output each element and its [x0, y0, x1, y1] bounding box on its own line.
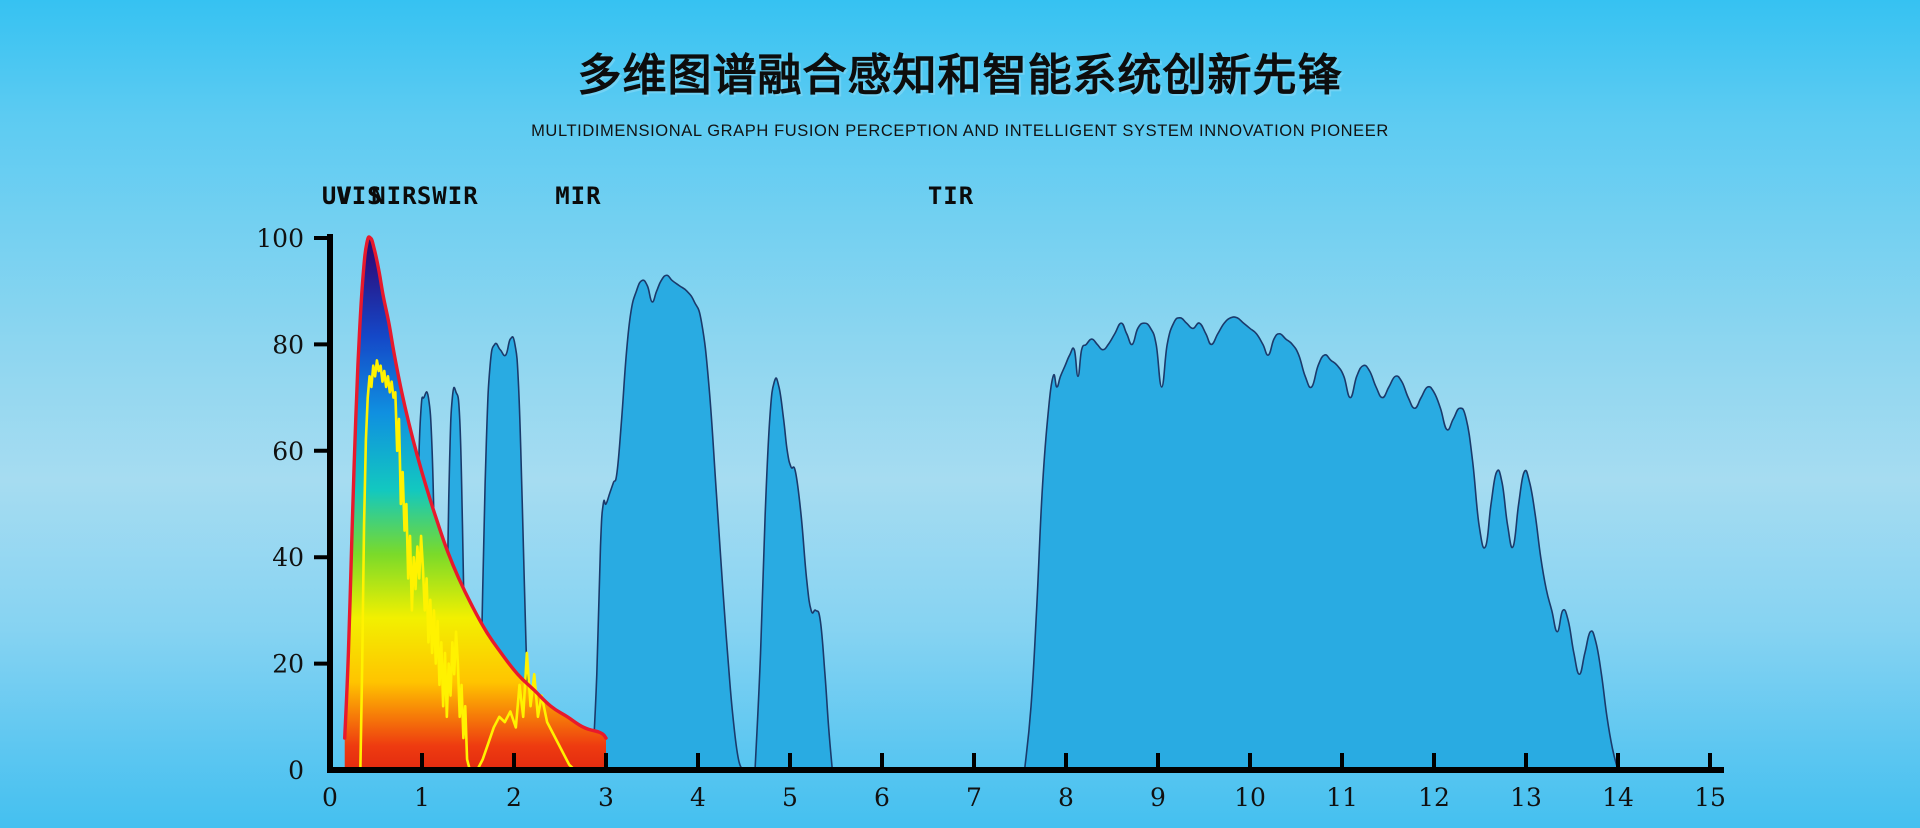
spectrum-chart: 0 20 40 60 80 100 0 1 2 3 4 5 6 7 8 9 10 11 12 13 14 15 UV VIS… — [0, 170, 1920, 810]
x-tick-label: 6 — [874, 783, 890, 810]
x-tick-label: 0 — [322, 783, 338, 810]
page-title: 多维图谱融合感知和智能系统创新先锋 — [577, 50, 1343, 101]
x-tick-label: 14 — [1602, 783, 1634, 810]
x-tick-label: 13 — [1510, 783, 1542, 810]
axes — [314, 234, 1724, 773]
x-tick-label: 9 — [1150, 783, 1166, 810]
x-tick-label: 10 — [1234, 783, 1266, 810]
y-tick-label: 60 — [272, 437, 304, 466]
x-tick-label: 11 — [1326, 783, 1358, 810]
x-tick-label: 1 — [414, 783, 430, 810]
x-tick-label: 8 — [1058, 783, 1074, 810]
y-tick-label: 80 — [272, 330, 304, 359]
y-tick-label: 100 — [256, 224, 304, 253]
page-subtitle: MULTIDIMENSIONAL GRAPH FUSION PERCEPTION… — [531, 122, 1389, 141]
x-tick-label: 3 — [598, 783, 614, 810]
band-label-tir: TIR — [928, 182, 974, 210]
x-tick-label: 5 — [782, 783, 798, 810]
atmospheric-transmittance-area — [356, 274, 1619, 771]
band-label-uv: UV — [322, 182, 353, 210]
header-block: 多维图谱融合感知和智能系统创新先锋 MULTIDIMENSIONAL GRAPH… — [0, 50, 1920, 141]
band-label-vis: VIS — [336, 182, 382, 210]
y-tick-label: 0 — [288, 756, 304, 785]
measured-spectrum-line — [359, 359, 577, 772]
blackbody-envelope-line — [343, 235, 608, 740]
x-tick-label: 12 — [1418, 783, 1450, 810]
y-tick-label: 40 — [272, 543, 304, 572]
band-label-mir: MIR — [555, 182, 601, 210]
y-tick-label: 20 — [272, 650, 304, 679]
x-tick-label: 7 — [966, 783, 982, 810]
x-tick-label: 4 — [690, 783, 706, 810]
band-label-swir: SWIR — [417, 182, 479, 210]
solar-spectrum-gradient — [344, 237, 606, 770]
x-tick-label: 2 — [506, 783, 522, 810]
x-tick-label: 15 — [1694, 783, 1726, 810]
band-label-nir: NIR — [371, 182, 417, 210]
